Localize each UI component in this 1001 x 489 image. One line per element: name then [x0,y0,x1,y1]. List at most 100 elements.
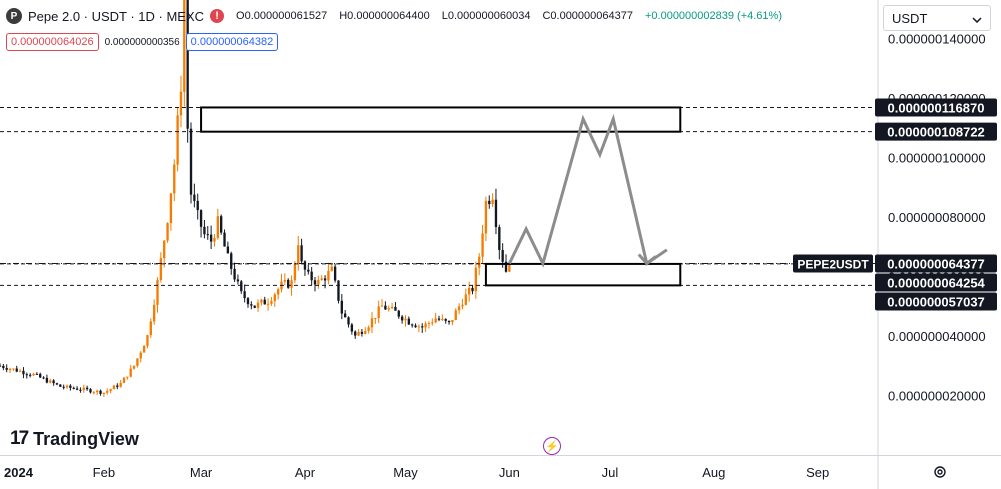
candle-body [59,384,62,387]
candle-body [491,199,494,205]
candle-body [72,387,75,389]
candle-body [374,318,377,320]
candle-body [387,308,390,310]
candle-body [213,237,216,242]
candle-body [297,245,300,265]
candle-body [347,317,350,325]
candle-body [18,370,22,372]
candle-body [28,374,32,376]
candle-body [330,266,333,271]
projection-path [508,113,668,268]
candle-body [12,368,15,370]
candle-body [447,320,451,323]
candle-body [404,318,407,321]
candle-body [79,389,82,391]
tradingview-mark-icon: 17 [10,428,29,449]
candle-body [243,291,246,299]
price-label-bg [875,273,997,292]
buy-button[interactable]: 0.000000064382 [185,33,279,51]
candle-body [444,318,447,321]
candle-body [484,200,488,234]
candle-body [220,216,223,233]
projection-arrowhead [637,253,657,266]
candle-body [488,200,491,205]
x-tick-label: Sep [806,465,829,480]
ohlc-low: L0.000000060034 [441,10,531,22]
candle-body [186,0,189,129]
spread-value: 0.000000000356 [104,36,180,48]
currency-label: USDT [892,10,928,26]
candle-body [75,388,79,390]
price-line-label: 0.000000108722 [887,125,985,140]
candle-body [417,326,421,328]
candle-body [142,345,146,353]
candle-body [139,352,142,359]
candle-body [411,324,414,326]
candle-body [206,234,209,236]
candle-body [508,263,511,272]
candle-body [129,368,132,377]
tradingview-name: TradingView [33,428,139,449]
candle-body [266,303,270,305]
candle-body [5,368,8,370]
candle-body [45,377,49,383]
candle-body [384,305,387,310]
candle-body [39,373,42,378]
sell-button[interactable]: 0.000000064026 [6,33,99,51]
candle-body [226,246,230,254]
y-tick-label: 0.000000020000 [888,389,986,404]
alert-icon[interactable]: ! [210,9,225,23]
currency-selector[interactable]: USDT [883,5,991,31]
candle-body [49,380,52,383]
candle-body [173,164,176,194]
candle-body [179,91,183,116]
chevron-down-icon [972,11,982,26]
candle-body [159,258,163,281]
candle-body [270,301,273,304]
candle-body [434,318,437,323]
candle-body [263,299,266,305]
candle-body [0,365,2,367]
candle-body [99,390,102,394]
candle-body [360,331,364,334]
candle-body [333,266,337,281]
y-tick-label: 0.000000040000 [888,329,986,344]
candle-body [427,322,431,324]
candle-body [340,300,343,314]
candle-body [15,368,18,372]
candle-body [364,330,367,334]
candle-body [203,226,206,235]
price-line-label: 0.000000064377 [887,257,985,272]
candle-body [317,279,320,285]
bolt-icon[interactable]: ⚡ [543,437,561,455]
ohlc-open: O0.000000061527 [236,10,328,22]
candle-body [102,392,106,394]
tradingview-logo[interactable]: 17 TradingView [10,428,139,450]
gear-icon[interactable] [933,465,947,482]
candle-body [92,392,96,394]
candle-body [246,298,250,305]
symbol-title[interactable]: Pepe 2.0 · USDT · 1D · MEXC [28,8,205,24]
candle-body [2,365,5,369]
ohlc-change: +0.000000002839 (+4.61%) [644,10,782,22]
candle-body [377,306,380,319]
candle-body [431,322,434,324]
candle-body [498,227,501,250]
candle-body [357,331,360,336]
candle-body [89,389,92,393]
candle-body [414,325,417,328]
candle-body [253,305,256,308]
price-label-bg [875,98,997,117]
candle-body [394,306,397,311]
candle-body [457,306,461,311]
candle-body [437,318,441,320]
candle-body [313,280,317,285]
candle-body [126,376,129,378]
ohlc-close: C0.000000064377 [542,10,633,22]
candle-body [273,294,276,302]
candle-body [337,280,340,301]
price-label-bg [875,292,997,311]
candle-body [8,368,12,370]
candle-body [464,294,467,305]
